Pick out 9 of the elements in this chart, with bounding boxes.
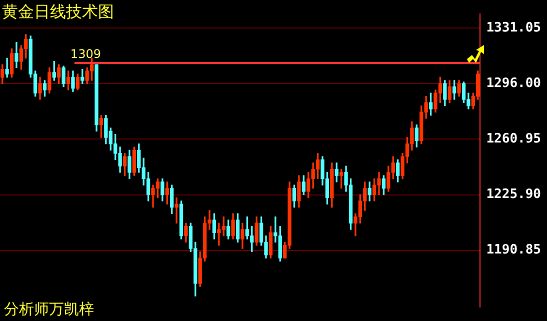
- candlestick: [174, 197, 178, 224]
- y-tick-label: 1190.85: [486, 242, 542, 258]
- ref-line-label: 1309: [70, 47, 101, 62]
- annotation: 分析师万凯梓: [4, 300, 94, 319]
- y-tick-label: 1331.05: [486, 20, 542, 36]
- y-tick-label: 1260.95: [486, 132, 542, 147]
- y-tick-label: 1296.00: [486, 76, 542, 91]
- y-tick-label: 1225.90: [486, 187, 542, 202]
- chart-title: 黄金日线技术图: [2, 2, 114, 23]
